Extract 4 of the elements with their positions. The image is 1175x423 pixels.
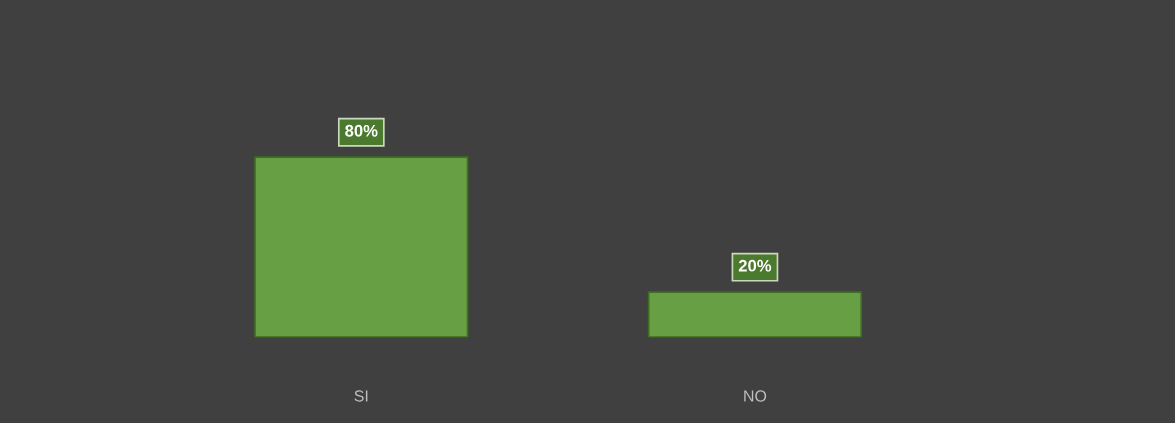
x-tick-label: SI bbox=[354, 390, 368, 402]
x-tick-label: NO bbox=[744, 390, 767, 402]
data-label: 20% bbox=[738, 259, 772, 272]
data-label: 80% bbox=[345, 124, 378, 137]
